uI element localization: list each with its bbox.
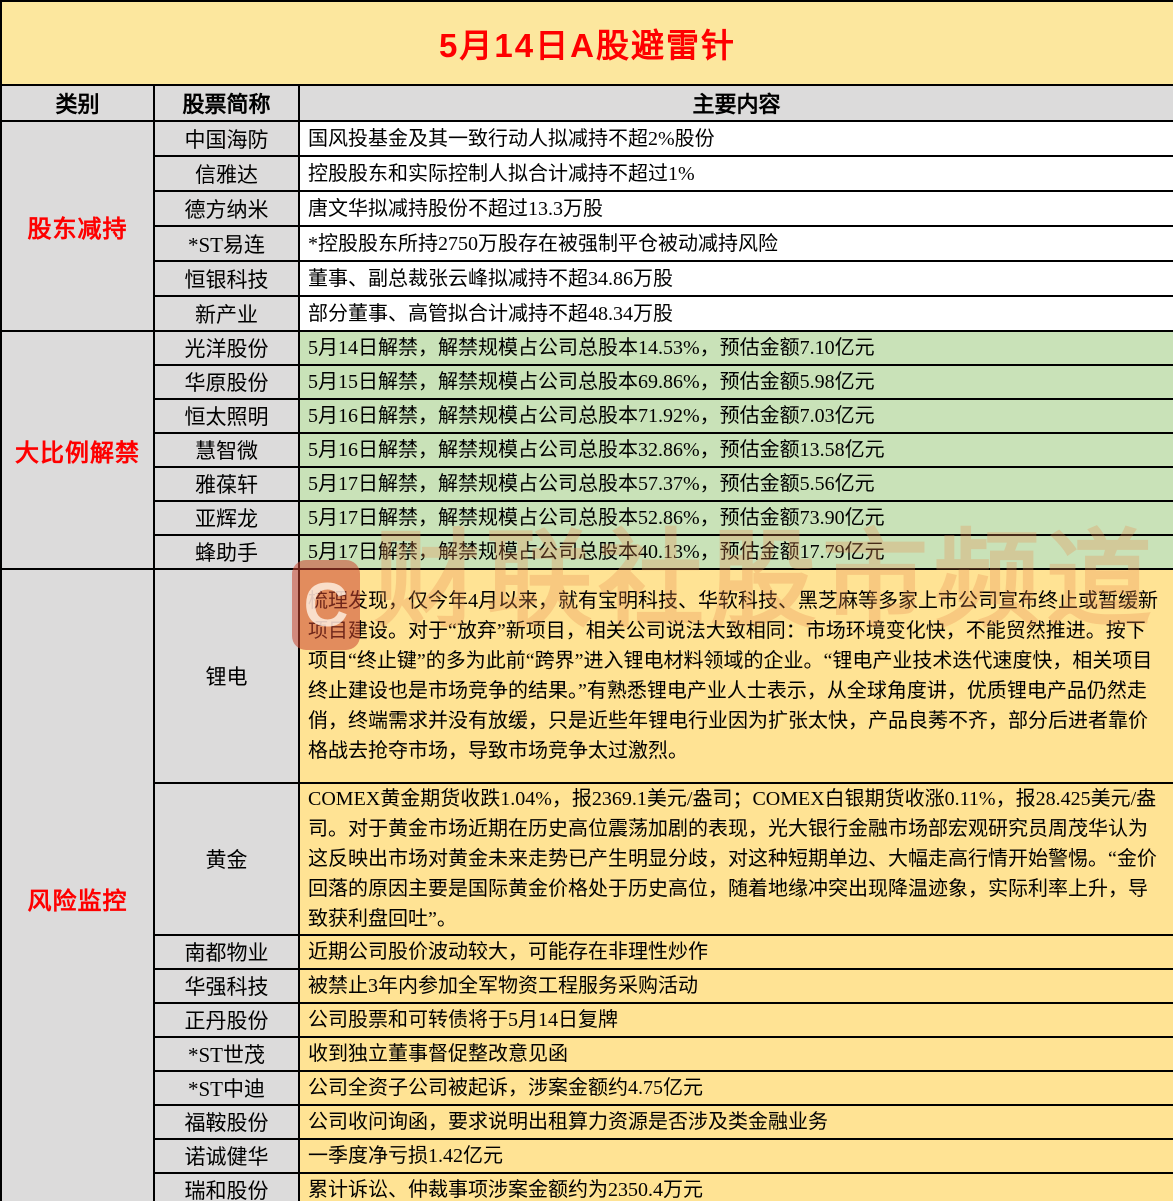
- category-cell-unlock: 大比例解禁: [0, 330, 155, 570]
- stock-cell: 新产业: [153, 295, 300, 332]
- content-cell: 近期公司股价波动较大，可能存在非理性炒作: [298, 934, 1173, 970]
- stock-cell: 雅葆轩: [153, 466, 300, 502]
- content-cell: 公司全资子公司被起诉，涉案金额约4.75亿元: [298, 1070, 1173, 1106]
- stock-cell: 蜂助手: [153, 534, 300, 570]
- content-cell: 被禁止3年内参加全军物资工程服务采购活动: [298, 968, 1173, 1004]
- stock-cell: 信雅达: [153, 155, 300, 192]
- stock-cell: 光洋股份: [153, 330, 300, 366]
- stock-cell: 恒太照明: [153, 398, 300, 434]
- content-cell: 国风投基金及其一致行动人拟减持不超2%股份: [298, 120, 1173, 157]
- stock-cell: *ST世茂: [153, 1036, 300, 1072]
- content-cell: 5月17日解禁，解禁规模占公司总股本57.37%，预估金额5.56亿元: [298, 466, 1173, 502]
- content-cell: 部分董事、高管拟合计减持不超48.34万股: [298, 295, 1173, 332]
- content-cell: 5月17日解禁，解禁规模占公司总股本40.13%，预估金额17.79亿元: [298, 534, 1173, 570]
- stock-cell: 德方纳米: [153, 190, 300, 227]
- stock-cell: 诺诚健华: [153, 1138, 300, 1174]
- stock-cell: 华原股份: [153, 364, 300, 400]
- content-cell: 董事、副总裁张云峰拟减持不超34.86万股: [298, 260, 1173, 297]
- content-cell: *控股股东所持2750万股存在被强制平仓被动减持风险: [298, 225, 1173, 262]
- category-cell-risk: 风险监控: [0, 568, 155, 1201]
- content-cell: 5月15日解禁，解禁规模占公司总股本69.86%，预估金额5.98亿元: [298, 364, 1173, 400]
- content-cell: COMEX黄金期货收跌1.04%，报2369.1美元/盎司；COMEX白银期货收…: [298, 782, 1173, 936]
- col-header-content: 主要内容: [298, 84, 1173, 122]
- stock-cell: 慧智微: [153, 432, 300, 468]
- col-header-stock: 股票简称: [153, 84, 300, 122]
- stock-cell: 华强科技: [153, 968, 300, 1004]
- stock-cell: 正丹股份: [153, 1002, 300, 1038]
- stock-cell: 恒银科技: [153, 260, 300, 297]
- page-title: 5月14日A股避雷针: [0, 0, 1173, 86]
- content-cell: 梳理发现，仅今年4月以来，就有宝明科技、华软科技、黑芝麻等多家上市公司宣布终止或…: [298, 568, 1173, 784]
- content-cell: 收到独立董事督促整改意见函: [298, 1036, 1173, 1072]
- stock-cell: 中国海防: [153, 120, 300, 157]
- stock-cell: 瑞和股份: [153, 1172, 300, 1201]
- content-cell: 一季度净亏损1.42亿元: [298, 1138, 1173, 1174]
- stock-cell: 锂电: [153, 568, 300, 784]
- content-cell: 5月14日解禁，解禁规模占公司总股本14.53%，预估金额7.10亿元: [298, 330, 1173, 366]
- content-cell: 5月16日解禁，解禁规模占公司总股本32.86%，预估金额13.58亿元: [298, 432, 1173, 468]
- stock-cell: *ST易连: [153, 225, 300, 262]
- col-header-category: 类别: [0, 84, 155, 122]
- stock-cell: 南都物业: [153, 934, 300, 970]
- content-cell: 累计诉讼、仲裁事项涉案金额约为2350.4万元: [298, 1172, 1173, 1201]
- stock-cell: *ST中迪: [153, 1070, 300, 1106]
- stock-cell: 黄金: [153, 782, 300, 936]
- content-cell: 唐文华拟减持股份不超过13.3万股: [298, 190, 1173, 227]
- content-cell: 5月17日解禁，解禁规模占公司总股本52.86%，预估金额73.90亿元: [298, 500, 1173, 536]
- content-cell: 公司收问询函，要求说明出租算力资源是否涉及类金融业务: [298, 1104, 1173, 1140]
- stock-cell: 福鞍股份: [153, 1104, 300, 1140]
- content-cell: 控股股东和实际控制人拟合计减持不超过1%: [298, 155, 1173, 192]
- stock-cell: 亚辉龙: [153, 500, 300, 536]
- content-cell: 公司股票和可转债将于5月14日复牌: [298, 1002, 1173, 1038]
- content-cell: 5月16日解禁，解禁规模占公司总股本71.92%，预估金额7.03亿元: [298, 398, 1173, 434]
- category-cell-reduction: 股东减持: [0, 120, 155, 332]
